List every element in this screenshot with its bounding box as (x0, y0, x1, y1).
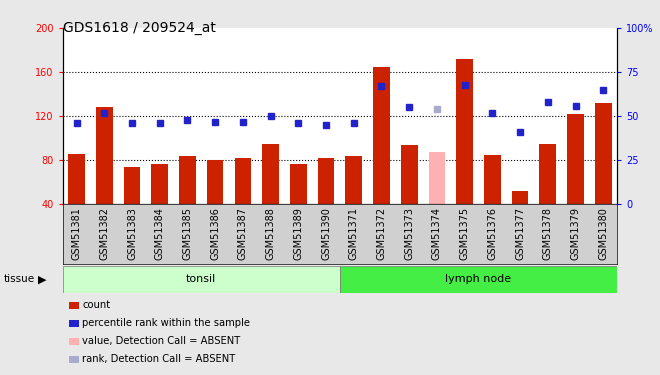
Bar (207, 160, 224, 204)
Bar (512, 191, 529, 204)
Bar (68, 154, 85, 204)
Text: GDS1618 / 209524_at: GDS1618 / 209524_at (63, 21, 216, 34)
Text: GSM51376: GSM51376 (487, 207, 498, 260)
Text: GSM51380: GSM51380 (598, 207, 609, 260)
Bar (595, 103, 612, 204)
Text: GSM51388: GSM51388 (265, 207, 276, 260)
Text: GSM51377: GSM51377 (515, 207, 525, 261)
Text: count: count (82, 300, 111, 310)
Text: tonsil: tonsil (186, 274, 216, 284)
Bar (539, 144, 556, 204)
Bar (401, 145, 418, 204)
Text: GSM51383: GSM51383 (127, 207, 137, 260)
Text: ▶: ▶ (38, 274, 47, 284)
Text: GSM51385: GSM51385 (182, 207, 193, 260)
Bar (456, 59, 473, 204)
Text: GSM51390: GSM51390 (321, 207, 331, 260)
Text: GSM51387: GSM51387 (238, 207, 248, 260)
Bar (317, 158, 335, 204)
Text: GSM51379: GSM51379 (570, 207, 581, 260)
Bar (373, 67, 390, 204)
Text: value, Detection Call = ABSENT: value, Detection Call = ABSENT (82, 336, 241, 346)
Bar (96, 107, 113, 204)
Bar (290, 164, 307, 204)
Bar (340, 266, 631, 292)
Text: rank, Detection Call = ABSENT: rank, Detection Call = ABSENT (82, 354, 236, 364)
Text: GSM51373: GSM51373 (404, 207, 414, 260)
Bar (151, 164, 168, 204)
Text: lymph node: lymph node (446, 274, 512, 284)
Bar (567, 114, 584, 204)
Text: GSM51384: GSM51384 (154, 207, 165, 260)
Bar (63, 266, 340, 292)
Text: GSM51372: GSM51372 (376, 207, 387, 261)
Bar (179, 156, 196, 204)
Text: GSM51389: GSM51389 (293, 207, 304, 260)
Text: GSM51382: GSM51382 (99, 207, 110, 260)
Bar (428, 152, 446, 204)
Text: GSM51386: GSM51386 (210, 207, 220, 260)
Text: GSM51381: GSM51381 (71, 207, 82, 260)
Text: GSM51378: GSM51378 (543, 207, 553, 260)
Bar (345, 156, 362, 204)
Bar (234, 158, 251, 204)
Text: tissue: tissue (3, 274, 34, 284)
Text: GSM51375: GSM51375 (459, 207, 470, 261)
Bar (262, 144, 279, 204)
Text: GSM51374: GSM51374 (432, 207, 442, 260)
Bar (123, 167, 141, 204)
Text: GSM51371: GSM51371 (348, 207, 359, 260)
Text: percentile rank within the sample: percentile rank within the sample (82, 318, 251, 328)
Bar (484, 155, 501, 204)
